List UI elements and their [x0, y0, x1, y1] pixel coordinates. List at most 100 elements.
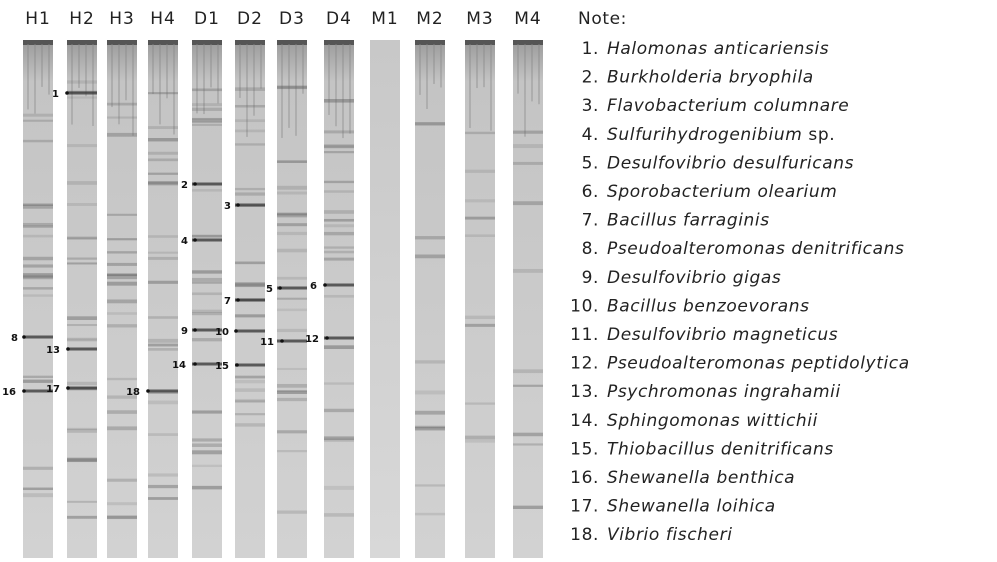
gel-band: [465, 217, 495, 220]
species-name: Flavobacterium columnare: [607, 96, 849, 116]
gel-band: [192, 465, 222, 467]
gel-band: [235, 119, 265, 122]
gel-band: [324, 99, 354, 103]
note-text: Vibrio fischeri: [607, 525, 733, 545]
species-name: Thiobacillus denitrificans: [607, 439, 834, 459]
gel-band: [235, 262, 265, 265]
gel-band: [148, 485, 178, 488]
gel-band: [107, 410, 137, 414]
note-text: Pseudoalteromonas peptidolytica: [607, 354, 910, 374]
gel-band: [67, 459, 97, 462]
gel-band: [148, 126, 178, 129]
species-suffix: sp.: [808, 125, 835, 145]
gel-band: [148, 235, 178, 238]
gel-band: [148, 433, 178, 436]
band-marker-dot: [235, 363, 239, 367]
gel-band: [277, 390, 307, 392]
gel-band: [192, 438, 222, 441]
gel-band: [67, 181, 97, 185]
note-number: 11.: [570, 325, 599, 345]
gel-band: [23, 204, 53, 206]
gel-band: [277, 368, 307, 370]
note-number: 14.: [570, 411, 599, 431]
gel-band: [324, 144, 354, 148]
gel-band: [235, 192, 265, 195]
gel-band: [465, 402, 495, 404]
note-number: 6.: [582, 182, 599, 202]
marked-band: [23, 336, 53, 339]
note-text: Thiobacillus denitrificans: [607, 439, 834, 459]
band-marker-label: 12: [305, 334, 319, 345]
gel-band: [107, 502, 137, 505]
note-text: Desulfovibrio gigas: [607, 268, 781, 288]
gel-band: [192, 189, 222, 191]
gel-band: [465, 436, 495, 440]
band-marker-label: 13: [46, 345, 60, 356]
band-marker-dot: [22, 389, 26, 393]
gel-band: [192, 88, 222, 91]
gel-band: [67, 144, 97, 147]
species-name: Psychromonas ingrahamii: [607, 382, 841, 402]
gel-band: [192, 108, 222, 111]
marked-band: [67, 92, 97, 95]
band-marker-dot: [325, 336, 329, 340]
marked-band: [67, 387, 97, 390]
gel-band: [148, 138, 178, 141]
note-number: 16.: [570, 468, 599, 488]
note-number: 3.: [582, 96, 599, 116]
gel-band: [235, 188, 265, 190]
band-marker-label: 14: [172, 360, 186, 371]
gel-band: [277, 329, 307, 332]
gel-band: [513, 443, 543, 445]
gel-lane: [415, 40, 445, 558]
gel-band: [192, 124, 222, 126]
marked-band: [67, 348, 97, 351]
gel-band: [235, 380, 265, 383]
gel-lane: [370, 40, 400, 558]
gel-band: [23, 257, 53, 261]
gel-band: [67, 428, 97, 430]
gel-band: [23, 488, 53, 490]
gel-band: [192, 486, 222, 490]
gel-band: [277, 214, 307, 218]
gel-band: [192, 410, 222, 413]
gel-band: [513, 131, 543, 134]
note-text: Sphingomonas wittichii: [607, 411, 818, 431]
gel-band: [324, 130, 354, 133]
note-text: Bacillus benzoevorans: [607, 296, 810, 316]
gel-band: [148, 316, 178, 319]
gel-band: [23, 380, 53, 383]
gel-band: [277, 398, 307, 401]
gel-band: [277, 309, 307, 311]
gel-band: [67, 262, 97, 264]
band-marker-label: 3: [224, 201, 231, 212]
note-text: Sporobacterium olearium: [607, 182, 837, 202]
gel-band: [415, 391, 445, 395]
gel-band: [148, 181, 178, 184]
band-marker-label: 6: [310, 281, 317, 292]
gel-band: [235, 376, 265, 379]
note-number: 15.: [570, 439, 599, 459]
gel-lane: [513, 40, 543, 558]
gel-band: [148, 152, 178, 155]
gel-band: [235, 283, 265, 287]
gel-band: [23, 235, 53, 238]
gel-band: [277, 86, 307, 88]
gel-band: [23, 114, 53, 117]
band-marker-label: 18: [126, 387, 140, 398]
gel-band: [465, 234, 495, 237]
gel-band: [324, 436, 354, 440]
band-marker-label: 1: [52, 89, 59, 100]
gel-band: [107, 275, 137, 279]
note-text: Psychromonas ingrahamii: [607, 382, 841, 402]
gel-band: [235, 130, 265, 133]
note-text: Burkholderia bryophila: [607, 68, 814, 88]
note-text: Desulfovibrio desulfuricans: [607, 153, 854, 173]
note-text: Flavobacterium columnare: [607, 96, 849, 116]
species-name: Pseudoalteromonas denitrificans: [607, 239, 904, 259]
gel-lane: [192, 40, 222, 558]
gel-band: [192, 235, 222, 238]
gel: [23, 40, 543, 558]
gel-band: [148, 348, 178, 351]
gel-band: [324, 190, 354, 192]
